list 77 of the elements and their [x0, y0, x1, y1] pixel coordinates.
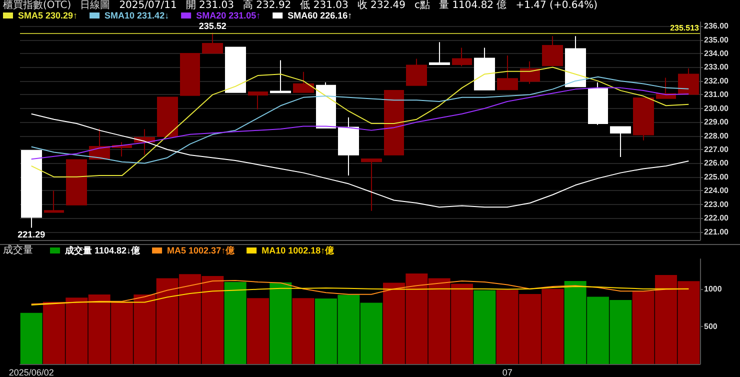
candlestick — [180, 52, 200, 96]
legend-label: SMA20 231.05↑ — [196, 10, 261, 20]
candlestick — [66, 159, 87, 206]
y-tick-label: 233.00 — [704, 62, 730, 72]
candlestick — [202, 32, 223, 54]
candlestick — [316, 82, 336, 128]
candlestick — [44, 190, 64, 213]
y-tick-label: 500 — [704, 322, 718, 331]
candlestick — [588, 82, 608, 126]
text: c點 — [414, 0, 430, 11]
candlestick — [406, 58, 427, 86]
y-tick-label: 227.00 — [704, 145, 730, 154]
candlestick — [678, 68, 699, 95]
bar — [20, 312, 42, 364]
line-series — [30, 286, 690, 306]
y-tick-label: 230.00 — [704, 104, 730, 113]
legend-label: MA10 1002.18↑億 — [262, 246, 336, 256]
candlestick — [338, 116, 359, 176]
candlestick — [293, 71, 314, 93]
legend-label: SMA60 226.16↑ — [288, 10, 352, 20]
y-tick-label: 229.00 — [704, 118, 730, 127]
candlestick — [248, 91, 268, 110]
line-series — [30, 66, 690, 178]
annotation: 235.52 — [198, 21, 226, 32]
chart-subtitle: 日線圖 — [80, 0, 110, 11]
x-tick-label: 07 — [502, 368, 512, 377]
annotation: 221.29 — [18, 229, 46, 240]
text: +1.47 (+0.64%) — [516, 0, 598, 11]
y-tick-label: 224.00 — [704, 186, 730, 196]
candlestick — [633, 96, 654, 141]
y-tick-label: 226.00 — [704, 158, 730, 168]
y-tick-label: 223.00 — [704, 200, 730, 209]
text: 2025/07/11 — [119, 0, 177, 11]
candlestick — [542, 36, 563, 66]
y-tick-label: 1000 — [704, 284, 722, 294]
bar — [270, 282, 292, 364]
y-tick-label: 235.00 — [704, 35, 730, 44]
candlestick — [565, 36, 586, 88]
candlestick — [384, 90, 404, 156]
line-series — [30, 113, 690, 208]
candlestick — [157, 96, 178, 137]
x-tick-label: 2025/06/02 — [8, 368, 54, 377]
candlestick — [520, 60, 540, 84]
bar — [224, 282, 246, 364]
candlestick — [474, 47, 495, 90]
y-tick-label: 228.00 — [704, 131, 730, 140]
legend-label: 成交量 1104.82↓億 — [64, 246, 142, 256]
chart-title: 成交量 — [3, 245, 33, 256]
y-tick-label: 222.00 — [704, 214, 730, 223]
candlestick — [225, 46, 246, 93]
text: 收 232.49 — [357, 0, 406, 11]
candlestick — [361, 158, 382, 212]
y-tick-label: 221.00 — [704, 227, 730, 236]
chart-title: 櫃買指數(OTC) — [3, 0, 72, 11]
text: 低 231.03 — [300, 0, 348, 11]
candlestick — [21, 150, 42, 228]
candlestick — [270, 60, 291, 94]
legend-label: MA5 1002.37↑億 — [167, 246, 236, 256]
candlestick — [452, 47, 472, 67]
y-tick-label: 236.00 — [704, 22, 730, 31]
line-series — [30, 76, 690, 164]
line-series — [30, 87, 690, 160]
y-tick-label: 225.00 — [704, 172, 730, 182]
candlestick — [610, 126, 631, 158]
text: 開 231.03 — [186, 0, 234, 11]
candlestick — [497, 54, 518, 90]
legend-label: SMA10 231.42↓ — [104, 10, 170, 20]
text: 量 1104.82 億 — [439, 0, 507, 11]
y-tick-label: 234.00 — [704, 49, 730, 58]
bar — [292, 298, 314, 364]
bar — [247, 298, 269, 364]
ref-line-label: 235.513 — [670, 23, 700, 32]
y-tick-label: 232.00 — [704, 76, 730, 86]
candlestick — [429, 42, 450, 66]
y-tick-label: 231.00 — [704, 90, 730, 100]
legend-label: SMA5 230.29↑ — [18, 10, 78, 20]
bar — [474, 290, 496, 364]
